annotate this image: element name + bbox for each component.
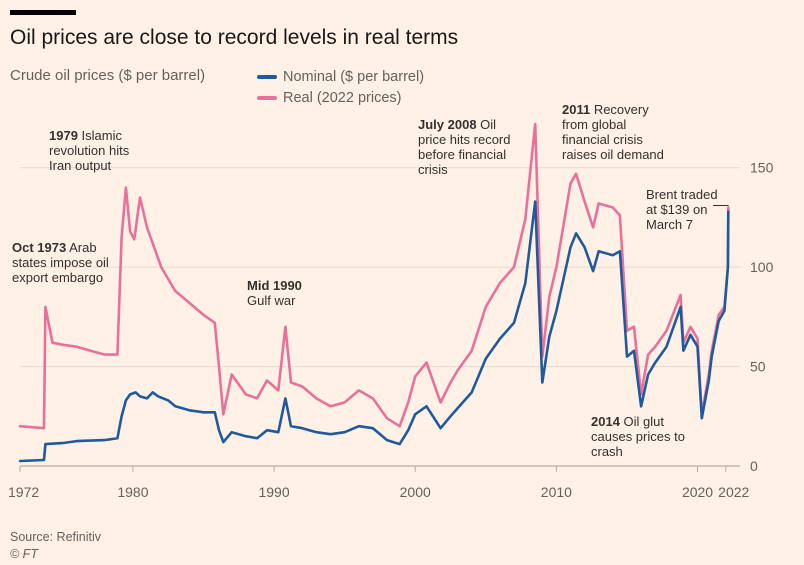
x-tick-label: 1972 [8, 484, 39, 500]
legend-label-real: Real (2022 prices) [283, 89, 402, 106]
legend-item-nominal: Nominal ($ per barrel) [257, 66, 424, 87]
annotation-2008: July 2008 Oil price hits record before fin… [418, 117, 510, 177]
x-tick-label: 2000 [400, 484, 431, 500]
annotation-2014: 2014 Oil glut causes prices to crash [591, 414, 685, 459]
annotation-1979: 1979 Islamic revolution hits Iran output [49, 128, 130, 173]
y-tick-label: 100 [750, 259, 774, 275]
series-line-real [18, 122, 730, 430]
y-axis: 0 50 100 150 [750, 160, 774, 474]
annotation-1973: Oct 1973 Arab states impose oil export emb… [12, 240, 109, 285]
x-tick-label: 2022 [718, 484, 749, 500]
chart-legend: Nominal ($ per barrel) Real (2022 prices… [257, 66, 424, 108]
chart-credit: © FT [10, 547, 38, 561]
annotation-1990: Mid 1990 Gulf war [247, 278, 306, 308]
chart-subtitle: Crude oil prices ($ per barrel) [10, 67, 206, 84]
series-line-nominal [18, 200, 730, 463]
chart-source: Source: Refinitiv [10, 530, 102, 544]
y-tick-label: 150 [750, 160, 774, 176]
legend-swatch-nominal [257, 74, 277, 79]
x-tick-label: 1980 [117, 484, 148, 500]
legend-label-nominal: Nominal ($ per barrel) [283, 68, 425, 85]
chart-annotations: Oct 1973 Arab states impose oil export emb… [12, 102, 729, 459]
x-axis: 1972 1980 1990 2000 2010 2020 2022 [8, 466, 750, 500]
legend-item-real: Real (2022 prices) [257, 87, 424, 108]
x-tick-label: 2010 [541, 484, 572, 500]
y-tick-label: 0 [750, 458, 758, 474]
annotation-2011: 2011 Recovery from global financial crisis… [562, 102, 664, 162]
x-tick-label: 1990 [258, 484, 289, 500]
chart-grid [20, 167, 740, 467]
y-tick-label: 50 [750, 359, 766, 375]
chart-series [18, 122, 730, 463]
chart-title: Oil prices are close to record levels in… [10, 26, 459, 49]
legend-swatch-real [257, 95, 277, 100]
ft-top-bar [10, 10, 76, 15]
x-tick-label: 2020 [682, 484, 713, 500]
annotation-2022: Brent traded at $139 on March 7 [646, 187, 718, 232]
